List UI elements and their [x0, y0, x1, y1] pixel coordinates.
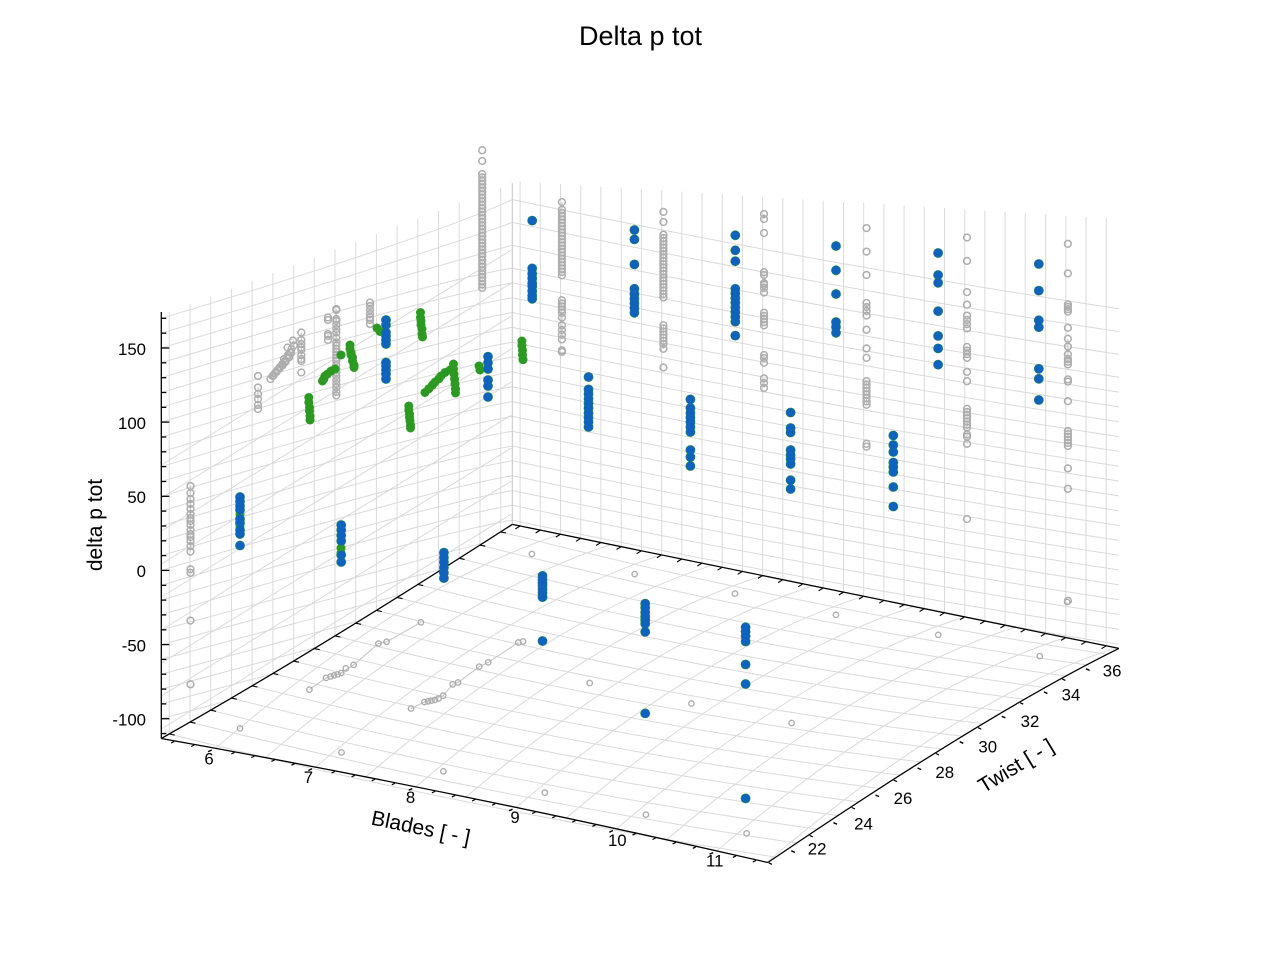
- svg-text:10: 10: [608, 831, 627, 850]
- svg-text:7: 7: [304, 768, 313, 787]
- svg-text:-100: -100: [112, 711, 146, 730]
- svg-text:50: 50: [127, 488, 146, 507]
- svg-text:0: 0: [137, 562, 146, 581]
- svg-text:Delta p tot: Delta p tot: [579, 21, 703, 51]
- svg-text:32: 32: [1021, 712, 1040, 731]
- svg-text:delta p tot: delta p tot: [84, 479, 107, 571]
- svg-text:6: 6: [204, 750, 213, 769]
- svg-text:-50: -50: [122, 636, 146, 655]
- svg-text:100: 100: [118, 414, 146, 433]
- svg-text:150: 150: [118, 340, 146, 359]
- svg-text:24: 24: [854, 815, 873, 834]
- svg-text:8: 8: [406, 788, 415, 807]
- svg-text:26: 26: [894, 789, 913, 808]
- svg-text:22: 22: [808, 840, 827, 859]
- svg-text:30: 30: [978, 738, 997, 757]
- svg-text:28: 28: [935, 763, 954, 782]
- svg-text:11: 11: [706, 851, 723, 870]
- svg-text:9: 9: [510, 808, 519, 827]
- svg-text:36: 36: [1103, 661, 1122, 680]
- svg-text:34: 34: [1062, 685, 1081, 704]
